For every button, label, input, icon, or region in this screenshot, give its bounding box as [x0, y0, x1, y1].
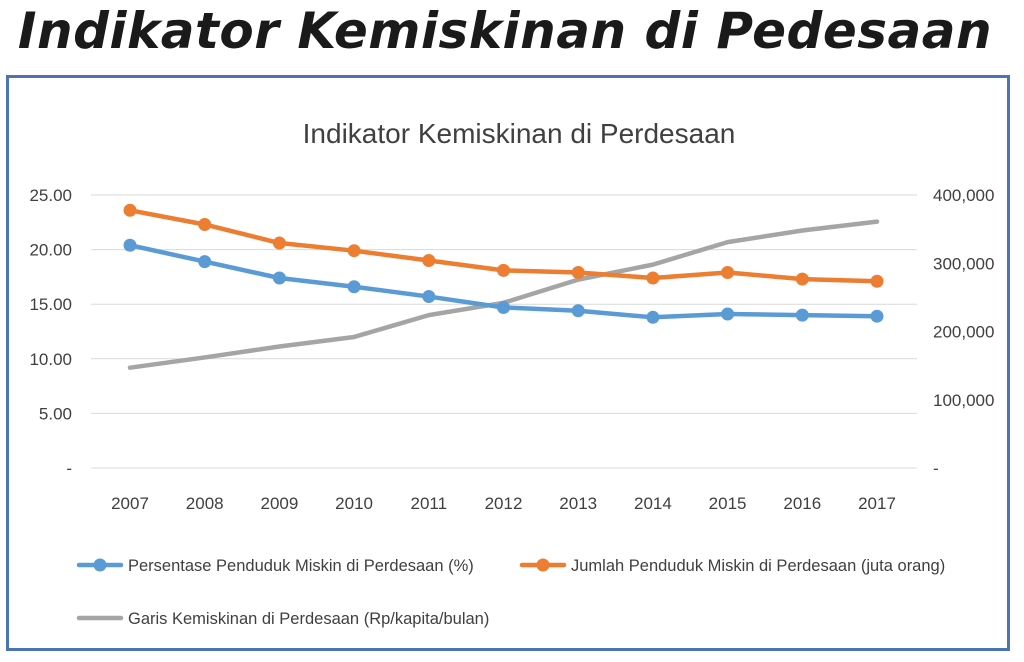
chart-title: Indikator Kemiskinan di Perdesaan: [303, 118, 736, 149]
legend-label: Garis Kemiskinan di Perdesaan (Rp/kapita…: [128, 610, 489, 628]
data-point: [571, 266, 585, 280]
x-tick-label: 2016: [783, 494, 821, 513]
right-tick-label: 300,000: [933, 254, 994, 273]
data-point: [721, 266, 735, 280]
data-point: [571, 304, 585, 318]
data-point: [497, 263, 510, 277]
data-point: [870, 309, 884, 323]
right-tick-label: 100,000: [933, 391, 994, 410]
data-point: [198, 217, 212, 231]
data-point: [795, 272, 809, 286]
legend-label: Jumlah Penduduk Miskin di Perdesaan (jut…: [571, 557, 945, 575]
legend-marker: [93, 558, 107, 572]
left-tick-label: 20.00: [29, 241, 72, 260]
x-tick-label: 2017: [858, 494, 896, 513]
series-line: [127, 219, 880, 370]
series: [123, 203, 884, 370]
right-axis: - 100,000 200,000 300,000 400,000: [933, 186, 994, 478]
chart: Indikator Kemiskinan di Perdesaan - 5.00 1…: [29, 118, 994, 628]
data-point: [646, 271, 660, 285]
left-tick-label: 25.00: [29, 186, 72, 205]
left-axis: - 5.00 10.00 15.00 20.00 25.00: [29, 186, 72, 478]
left-tick-label: -: [66, 459, 72, 478]
data-point: [422, 290, 436, 304]
left-tick-label: 15.00: [29, 295, 72, 314]
x-tick-label: 2013: [559, 494, 597, 513]
data-point: [347, 280, 361, 294]
data-point: [721, 307, 735, 321]
x-tick-label: 2014: [634, 494, 672, 513]
data-point: [795, 308, 809, 322]
data-point: [870, 274, 884, 288]
legend-marker: [536, 558, 550, 572]
data-point: [347, 244, 361, 258]
x-tick-label: 2012: [485, 494, 523, 513]
data-point: [123, 203, 137, 217]
legend-label: Persentase Penduduk Miskin di Perdesaan …: [128, 557, 474, 575]
right-tick-label: 400,000: [933, 186, 994, 205]
x-axis: 2007 2008 2009 2010 2011 2012 2013 2014 2015 2016…: [111, 494, 896, 513]
legend: Persentase Penduduk Miskin di Perdesaan …: [76, 557, 945, 628]
data-point: [422, 254, 436, 268]
page-title: Indikator Kemiskinan di Pedesaan: [17, 2, 993, 60]
left-tick-label: 10.00: [29, 350, 72, 369]
gridlines: [91, 194, 917, 469]
data-point: [272, 271, 286, 285]
data-point: [198, 255, 212, 269]
x-tick-label: 2015: [709, 494, 747, 513]
data-point: [272, 236, 286, 250]
data-point: [123, 238, 137, 252]
right-tick-label: 200,000: [933, 323, 994, 342]
right-tick-label: -: [933, 459, 939, 478]
data-point: [646, 310, 660, 324]
chart-frame: Indikator Kemiskinan di Perdesaan - 5.00 1…: [6, 75, 1010, 651]
data-point: [497, 300, 510, 314]
x-tick-label: 2007: [111, 494, 149, 513]
x-tick-label: 2009: [260, 494, 298, 513]
x-tick-label: 2010: [335, 494, 373, 513]
x-tick-label: 2011: [411, 494, 448, 513]
x-tick-label: 2008: [186, 494, 224, 513]
left-tick-label: 5.00: [39, 404, 72, 423]
